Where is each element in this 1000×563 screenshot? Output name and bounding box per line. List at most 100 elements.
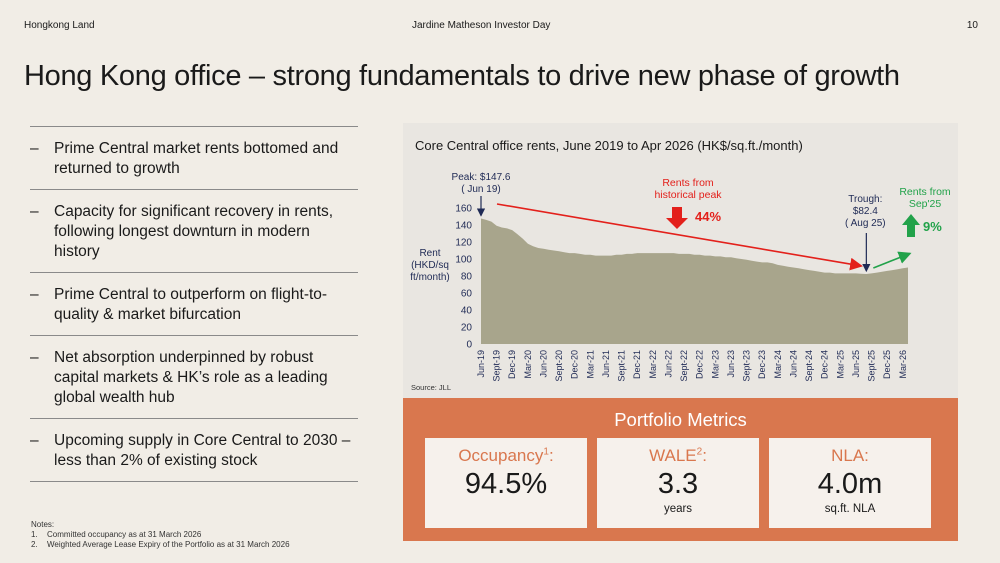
from-sep-line: Sep'25 bbox=[909, 198, 942, 210]
bullet-list: – Prime Central market rents bottomed and… bbox=[30, 126, 358, 482]
page-number: 10 bbox=[966, 20, 978, 31]
x-tick-label: Sept-25 bbox=[867, 350, 877, 382]
chart-title: Core Central office rents, June 2019 to … bbox=[415, 138, 803, 153]
bullet-item: – Prime Central to outperform on flight-t… bbox=[30, 273, 358, 336]
x-tick-label: Mar-23 bbox=[710, 350, 720, 379]
x-tick-label: Sept-21 bbox=[617, 350, 627, 382]
slide-title: Hong Kong office – strong fundamentals t… bbox=[24, 60, 900, 92]
note-number: 2. bbox=[31, 540, 38, 549]
trough-label-line: $82.4 bbox=[853, 206, 878, 217]
x-tick-label: Sept-22 bbox=[679, 350, 689, 382]
decline-percent: 44% bbox=[695, 209, 721, 224]
x-tick-label: Jun-23 bbox=[726, 350, 736, 378]
bullet-item: – Net absorption underpinned by robust ca… bbox=[30, 336, 358, 419]
y-axis-label: Rent bbox=[419, 248, 440, 259]
trough-label-line: ( Aug 25) bbox=[845, 218, 886, 229]
metric-label: WALE2: bbox=[597, 446, 759, 466]
y-axis-label: ft/month) bbox=[410, 272, 449, 283]
bullet-item: – Prime Central market rents bottomed and… bbox=[30, 127, 358, 190]
x-tick-label: Mar-21 bbox=[585, 350, 595, 379]
footnote-marker: 2 bbox=[696, 446, 703, 458]
metric-label-text: Occupancy bbox=[458, 446, 544, 465]
portfolio-metrics-panel: Portfolio Metrics Occupancy1: 94.5% WALE… bbox=[403, 398, 958, 541]
bullet-item: – Upcoming supply in Core Central to 2030… bbox=[30, 419, 358, 482]
footnotes: Notes: 1. Committed occupancy as at 31 Ma… bbox=[31, 520, 290, 550]
bullet-text: Prime Central market rents bottomed and … bbox=[54, 140, 339, 177]
y-tick-label: 120 bbox=[455, 238, 472, 249]
metric-label-colon: : bbox=[548, 446, 554, 465]
down-arrow-icon bbox=[666, 207, 688, 229]
notes-heading: Notes: bbox=[31, 520, 55, 529]
x-tick-label: Jun-21 bbox=[601, 350, 611, 378]
x-tick-label: Dec-22 bbox=[695, 350, 705, 379]
y-tick-label: 20 bbox=[461, 323, 473, 334]
bullet-text: Upcoming supply in Core Central to 2030 … bbox=[54, 432, 351, 469]
rent-area-series bbox=[481, 218, 908, 344]
metric-label-colon: : bbox=[702, 446, 707, 465]
note-text: Weighted Average Lease Expiry of the Por… bbox=[47, 540, 290, 549]
x-tick-label: Jun-19 bbox=[476, 350, 486, 378]
occupancy-card: Occupancy1: 94.5% bbox=[425, 438, 587, 528]
metric-unit: sq.ft. NLA bbox=[824, 503, 876, 515]
x-tick-label: Sept-19 bbox=[492, 350, 502, 382]
y-tick-label: 160 bbox=[455, 204, 472, 215]
x-tick-label: Jun-24 bbox=[788, 350, 798, 378]
x-tick-label: Mar-26 bbox=[898, 350, 908, 379]
metric-value: 4.0m bbox=[817, 468, 883, 500]
x-tick-label: Dec-20 bbox=[570, 350, 580, 379]
bullet-dash: – bbox=[30, 140, 39, 157]
y-tick-label: 140 bbox=[455, 221, 472, 232]
decline-trend-arrow bbox=[496, 203, 863, 271]
bullet-dash: – bbox=[30, 432, 39, 449]
y-tick-label: 60 bbox=[461, 289, 473, 300]
bullet-text: Prime Central to outperform on flight-to… bbox=[54, 286, 328, 323]
metrics-title: Portfolio Metrics bbox=[614, 409, 747, 430]
x-tick-label: Dec-25 bbox=[882, 350, 892, 379]
wale-card: WALE2: 3.3 years bbox=[597, 438, 759, 528]
event-name: Jardine Matheson Investor Day bbox=[412, 20, 551, 31]
y-tick-label: 100 bbox=[455, 255, 472, 266]
metric-label-text: NLA bbox=[831, 446, 865, 465]
footnote-marker: 1 bbox=[543, 446, 549, 458]
metric-value: 3.3 bbox=[657, 468, 699, 500]
bullet-dash: – bbox=[30, 349, 39, 366]
bullet-text: Capacity for significant recovery in ren… bbox=[54, 203, 334, 260]
bullet-item: – Capacity for significant recovery in re… bbox=[30, 190, 358, 273]
trough-label-line: Trough: bbox=[848, 194, 882, 205]
metric-label: Occupancy1: bbox=[425, 446, 587, 466]
metric-value: 94.5% bbox=[464, 468, 548, 500]
x-tick-label: Mar-22 bbox=[648, 350, 658, 379]
x-tick-label: Dec-24 bbox=[820, 350, 830, 379]
x-tick-label: Dec-19 bbox=[507, 350, 517, 379]
recovery-trend-arrow bbox=[873, 251, 912, 269]
y-axis-label: (HKD/sq bbox=[411, 260, 449, 271]
bullet-dash: – bbox=[30, 203, 39, 220]
metric-unit: years bbox=[663, 503, 693, 515]
from-peak-annotation: Rents from historical peak bbox=[654, 177, 722, 201]
rent-chart: 0 20 40 60 80 100 120 140 160 Jun-19 Sept-19 Dec-1… bbox=[410, 172, 951, 392]
peak-label-line: Peak: $147.6 bbox=[452, 172, 511, 183]
trough-annotation: Trough: $82.4 ( Aug 25) bbox=[845, 194, 886, 229]
y-tick-label: 40 bbox=[461, 306, 473, 317]
x-tick-label: Sept-20 bbox=[554, 350, 564, 382]
x-tick-label: Dec-21 bbox=[632, 350, 642, 379]
note-item: 2. Weighted Average Lease Expiry of the P… bbox=[31, 540, 290, 550]
bullet-text: Net absorption underpinned by robust cap… bbox=[54, 349, 328, 406]
note-item: 1. Committed occupancy as at 31 March 202… bbox=[31, 530, 290, 540]
chart-source: Source: JLL bbox=[411, 383, 451, 392]
x-tick-label: Jun-25 bbox=[851, 350, 861, 378]
rent-chart-panel: 0 20 40 60 80 100 120 140 160 Jun-19 Sept-19 Dec-1… bbox=[403, 123, 958, 398]
x-tick-label: Sept-24 bbox=[804, 350, 814, 382]
growth-percent: 9% bbox=[923, 219, 942, 234]
y-tick-label: 0 bbox=[466, 340, 472, 351]
from-sep-annotation: Rents from Sep'25 bbox=[899, 186, 951, 210]
note-number: 1. bbox=[31, 530, 38, 539]
peak-annotation: Peak: $147.6 ( Jun 19) bbox=[452, 172, 511, 195]
x-tick-label: Mar-25 bbox=[835, 350, 845, 379]
nla-card: NLA: 4.0m sq.ft. NLA bbox=[769, 438, 931, 528]
metric-label-colon: : bbox=[864, 446, 869, 465]
x-tick-label: Sept-23 bbox=[742, 350, 752, 382]
x-tick-label: Jun-20 bbox=[538, 350, 548, 378]
up-arrow-icon bbox=[902, 214, 920, 237]
from-peak-line: historical peak bbox=[654, 189, 722, 201]
